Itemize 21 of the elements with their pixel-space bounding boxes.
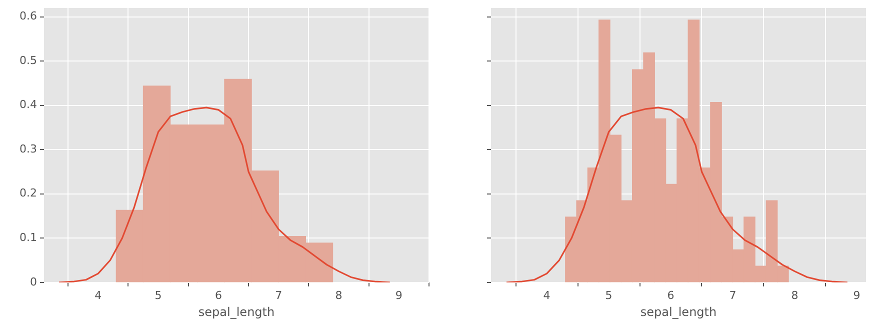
x-tick-label: 9 <box>395 288 402 302</box>
x-tick-label: 6 <box>667 288 674 302</box>
y-tick-label: 0 <box>30 275 37 288</box>
x-tick-label: 8 <box>335 288 342 302</box>
y-tick-label: 0.2 <box>20 186 37 200</box>
y-tick-label: 0.3 <box>20 142 37 156</box>
x-tick-label: 5 <box>154 288 162 302</box>
x-tick-label: 4 <box>94 288 102 302</box>
y-tick-label: 0.1 <box>20 231 37 244</box>
x-tick-label: 5 <box>605 288 612 302</box>
y-tick-label: 0.5 <box>20 54 37 67</box>
x-tick-label: 9 <box>853 288 860 302</box>
x-tick-label: 4 <box>543 288 550 302</box>
x-tick-label: 7 <box>729 288 736 302</box>
x-axis-title: sepal_length <box>640 304 717 319</box>
x-tick-label: 6 <box>214 288 222 302</box>
x-axis-title: sepal_length <box>198 304 275 319</box>
x-tick-label: 8 <box>791 288 798 302</box>
x-tick-label: 7 <box>275 288 282 302</box>
y-tick-label: 0.4 <box>20 98 37 112</box>
y-tick-label: 0.6 <box>20 10 37 23</box>
